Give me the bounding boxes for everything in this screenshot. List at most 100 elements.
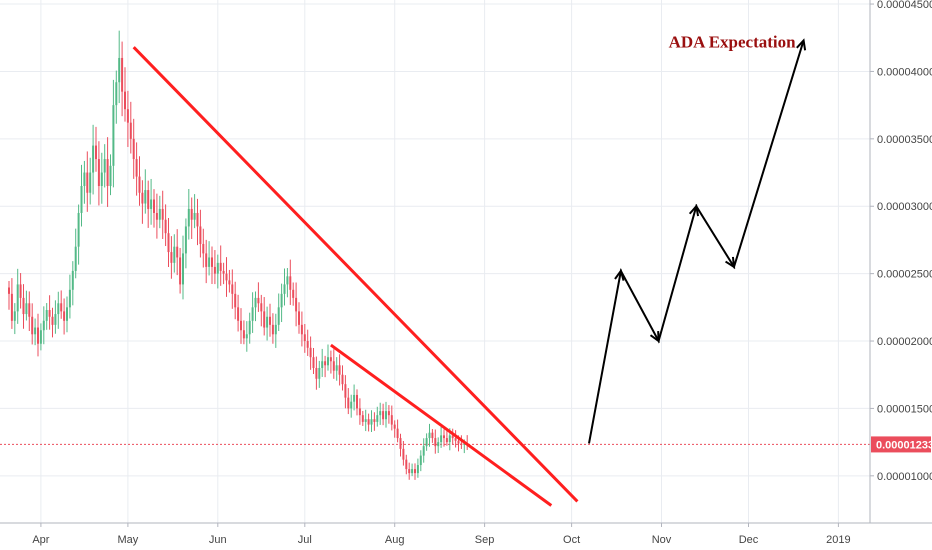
- candle-body: [303, 334, 306, 342]
- candle: [95, 126, 97, 172]
- candle: [318, 360, 321, 388]
- candle: [254, 291, 257, 322]
- candle: [306, 329, 309, 356]
- candle: [208, 241, 211, 276]
- candle: [332, 349, 335, 379]
- candle-body: [376, 415, 379, 422]
- candle: [312, 348, 315, 374]
- candle: [327, 344, 329, 371]
- candle: [97, 141, 100, 206]
- price-tick-label: 0.00002500: [877, 269, 932, 281]
- candle: [283, 268, 286, 306]
- candle: [167, 217, 170, 268]
- candle-body: [269, 316, 271, 325]
- candle: [222, 262, 225, 285]
- candle-body: [266, 316, 269, 328]
- candle: [71, 261, 74, 306]
- candle-body: [199, 226, 202, 244]
- candle-body: [248, 320, 251, 335]
- candle: [173, 234, 176, 273]
- candle-body: [155, 212, 158, 220]
- candle-body: [141, 192, 144, 204]
- candle: [321, 348, 324, 377]
- candle-body: [187, 208, 190, 227]
- candle: [376, 406, 379, 427]
- candle-body: [211, 257, 213, 267]
- candle-body: [242, 330, 245, 339]
- time-tick-label: Jun: [209, 534, 227, 546]
- candle: [396, 419, 399, 443]
- candle: [57, 291, 60, 329]
- candle-body: [315, 367, 318, 379]
- candle: [31, 303, 34, 345]
- candle-body: [92, 145, 95, 173]
- candle-body: [60, 303, 63, 312]
- candle: [350, 394, 353, 418]
- price-axis[interactable]: 0.00001000 0.00001500 0.00002000 0.00002500…: [870, 0, 932, 483]
- candle: [373, 412, 376, 431]
- candle: [425, 433, 428, 451]
- candle: [298, 302, 300, 334]
- candle-body: [138, 176, 141, 193]
- candle-body: [393, 424, 396, 429]
- candle: [74, 228, 77, 279]
- candle-body: [22, 297, 25, 315]
- candle: [329, 350, 332, 374]
- candle: [190, 197, 193, 239]
- candle-body: [309, 347, 312, 358]
- candle: [292, 282, 295, 306]
- candle-body: [361, 415, 364, 422]
- candle-body: [254, 297, 257, 308]
- candle: [132, 118, 135, 179]
- candle-body: [399, 438, 402, 449]
- candle-body: [190, 208, 193, 220]
- candle-body: [208, 257, 211, 267]
- candle-body: [57, 303, 60, 315]
- candle-body: [286, 276, 289, 285]
- candle-body: [63, 311, 66, 321]
- candle: [66, 296, 68, 333]
- candle-body: [118, 57, 121, 83]
- candle-body: [364, 419, 367, 422]
- candle: [112, 79, 115, 188]
- candle-body: [448, 435, 451, 443]
- candle-body: [74, 246, 77, 271]
- candle: [182, 235, 184, 300]
- candle: [60, 290, 63, 319]
- candle-body: [80, 186, 83, 213]
- candle-body: [457, 440, 460, 444]
- candle-body: [367, 419, 370, 425]
- candle-body: [463, 443, 466, 445]
- candle-body: [222, 270, 225, 274]
- candle-body: [234, 293, 237, 308]
- time-axis[interactable]: Apr May Jun Jul Aug Sep Oct Nov Dec 2019: [32, 523, 851, 546]
- candle: [257, 282, 260, 312]
- candle: [22, 284, 25, 329]
- candle-body: [443, 435, 445, 439]
- candle-body: [42, 320, 45, 331]
- candle-body: [216, 262, 219, 274]
- candle-body: [251, 307, 254, 321]
- candle-body: [8, 287, 10, 294]
- candle: [13, 303, 16, 335]
- candle: [39, 323, 42, 351]
- candle: [199, 209, 202, 258]
- grid-lines: [0, 0, 870, 523]
- candle-body: [219, 262, 222, 271]
- candle: [367, 413, 370, 432]
- candle-body: [184, 226, 187, 254]
- candle-body: [373, 419, 376, 422]
- price-tick-label: 0.00002000: [877, 336, 932, 348]
- candle-body: [95, 145, 97, 160]
- candle: [25, 290, 28, 321]
- candle-body: [277, 307, 280, 325]
- candle: [225, 257, 228, 297]
- candle-body: [213, 266, 216, 274]
- candle: [364, 409, 367, 432]
- candle: [34, 318, 37, 346]
- candle-body: [454, 438, 457, 441]
- candle-body: [289, 276, 292, 290]
- candle-body: [112, 105, 115, 166]
- candle-body: [318, 367, 321, 379]
